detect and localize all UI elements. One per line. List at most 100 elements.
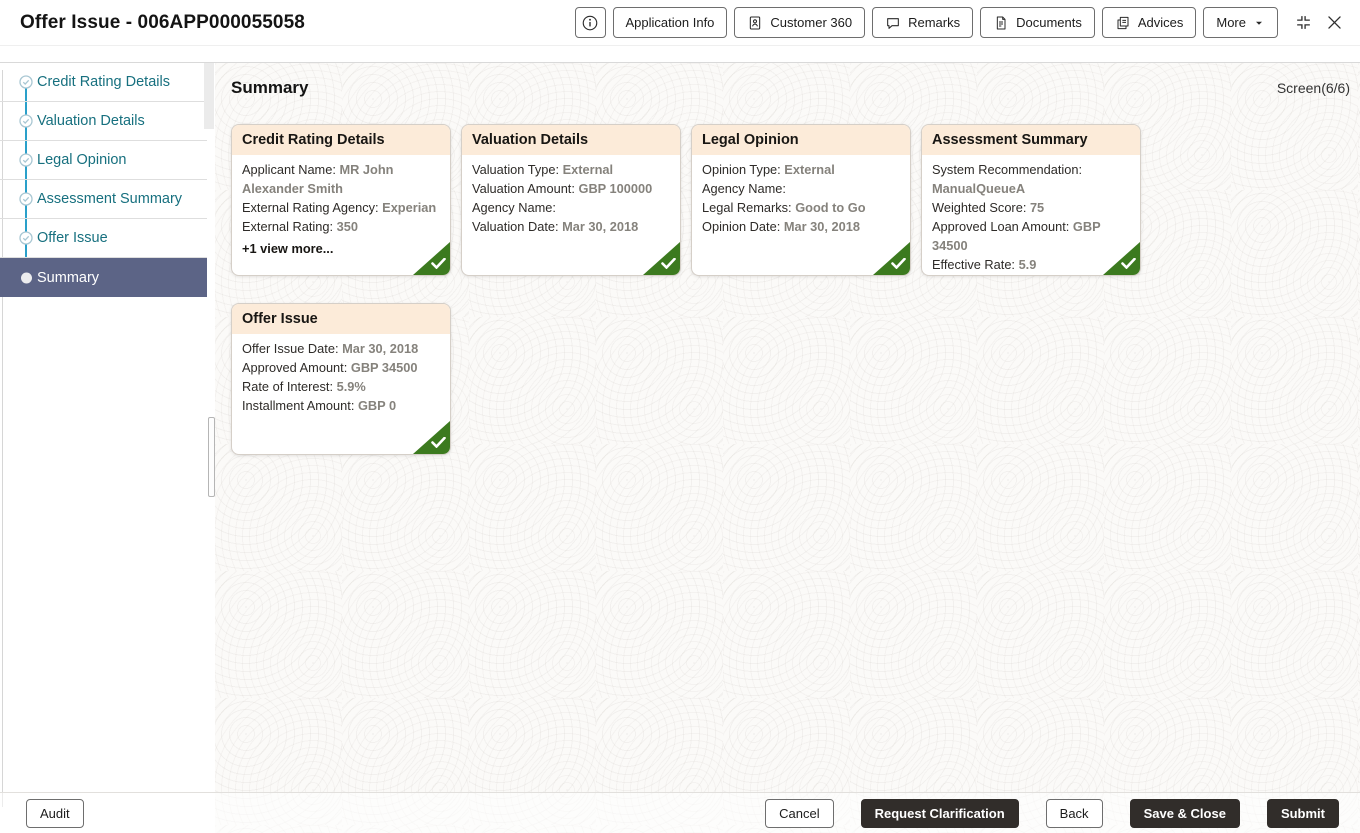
card-title: Offer Issue (232, 304, 450, 334)
card-field: External Rating Agency: Experian (242, 200, 437, 215)
card-field: Effective Rate: 5.9 (932, 257, 1037, 272)
check-circle-icon (19, 231, 33, 245)
footer-actions: Audit Cancel Request Clarification Back … (0, 792, 1360, 833)
application-info-label: Application Info (625, 15, 715, 30)
card-title: Valuation Details (462, 125, 680, 155)
card-legal-opinion: Legal Opinion Opinion Type: External Age… (691, 124, 911, 276)
card-valuation-details: Valuation Details Valuation Type: Extern… (461, 124, 681, 276)
info-button[interactable] (574, 7, 606, 38)
card-title: Credit Rating Details (232, 125, 450, 155)
footer-right-actions: Cancel Request Clarification Back Save &… (765, 798, 1339, 828)
card-field: Opinion Date: Mar 30, 2018 (702, 219, 860, 234)
sidebar-item-legal-opinion[interactable]: Legal Opinion (0, 141, 207, 180)
content-scrollbar-thumb[interactable] (208, 417, 215, 497)
card-credit-rating-details: Credit Rating Details Applicant Name: MR… (231, 124, 451, 276)
card-title: Assessment Summary (922, 125, 1140, 155)
sidebar-edge-line (2, 70, 3, 807)
collapse-icon (1296, 16, 1310, 29)
card-field: Approved Amount: GBP 34500 (242, 360, 418, 375)
documents-button[interactable]: Documents (980, 7, 1095, 38)
remarks-label: Remarks (908, 15, 961, 30)
main-content: Summary Screen(6/6) Credit Rating Detail… (215, 63, 1360, 833)
page-title: Offer Issue - 006APP000055058 (20, 11, 305, 33)
step-sidebar: Credit Rating Details Valuation Details … (0, 63, 207, 807)
sidebar-item-label: Assessment Summary (37, 191, 183, 207)
sidebar-item-assessment-summary[interactable]: Assessment Summary (0, 180, 207, 219)
screen-indicator: Screen(6/6) (1276, 80, 1350, 96)
check-icon (661, 258, 676, 269)
check-icon (1121, 258, 1136, 269)
card-field: Opinion Type: External (702, 162, 835, 177)
card-field: Rate of Interest: 5.9% (242, 379, 366, 394)
back-button[interactable]: Back (1045, 798, 1103, 828)
card-field: Approved Loan Amount: GBP 34500 (932, 219, 1101, 253)
card-body: Opinion Type: External Agency Name: Lega… (692, 155, 910, 241)
card-field: Valuation Date: Mar 30, 2018 (472, 219, 639, 234)
card-field: System Recommendation: ManualQueueA (932, 162, 1083, 196)
card-field: Installment Amount: GBP 0 (242, 398, 397, 413)
document-icon (996, 16, 1006, 29)
card-field: Offer Issue Date: Mar 30, 2018 (242, 341, 419, 356)
card-body: System Recommendation: ManualQueueA Weig… (922, 155, 1140, 275)
info-icon (582, 15, 598, 30)
check-circle-icon (19, 192, 33, 206)
sidebar-item-valuation-details[interactable]: Valuation Details (0, 102, 207, 141)
check-icon (891, 258, 906, 269)
card-field: Valuation Type: External (472, 162, 614, 177)
card-field: Weighted Score: 75 (932, 200, 1045, 215)
person-badge-icon (750, 15, 761, 30)
sidebar-item-label: Offer Issue (37, 230, 108, 246)
check-icon (431, 258, 446, 269)
sidebar-item-offer-issue[interactable]: Offer Issue (0, 219, 207, 258)
save-close-button[interactable]: Save & Close (1129, 798, 1240, 828)
request-clarification-button[interactable]: Request Clarification (860, 798, 1019, 828)
sidebar-item-label: Credit Rating Details (37, 74, 170, 90)
cancel-button[interactable]: Cancel (765, 798, 834, 828)
customer-360-button[interactable]: Customer 360 (734, 7, 866, 38)
card-field: Valuation Amount: GBP 100000 (472, 181, 653, 196)
audit-button[interactable]: Audit (26, 798, 84, 828)
main-header: Summary Screen(6/6) (215, 63, 1360, 98)
card-field: Legal Remarks: Good to Go (702, 200, 866, 215)
card-assessment-summary: Assessment Summary System Recommendation… (921, 124, 1141, 276)
sidebar-item-label: Legal Opinion (37, 152, 127, 168)
document-stack-icon (1117, 16, 1129, 29)
card-body: Valuation Type: External Valuation Amoun… (462, 155, 680, 241)
main-heading: Summary (231, 78, 309, 97)
header: Offer Issue - 006APP000055058 Applicatio… (0, 0, 1360, 46)
card-body: Offer Issue Date: Mar 30, 2018 Approved … (232, 334, 450, 420)
summary-cards: Credit Rating Details Applicant Name: MR… (231, 124, 1151, 455)
application-info-button[interactable]: Application Info (612, 7, 728, 38)
customer-360-label: Customer 360 (770, 15, 853, 30)
remarks-button[interactable]: Remarks (872, 7, 974, 38)
more-label: More (1216, 15, 1246, 30)
sidebar-item-credit-rating-details[interactable]: Credit Rating Details (0, 63, 207, 102)
sidebar-scrollbar-thumb[interactable] (204, 63, 214, 129)
current-step-bullet-icon (21, 272, 32, 283)
header-actions: Application Info Customer 360 Remarks Do… (574, 7, 1346, 38)
card-title: Legal Opinion (692, 125, 910, 155)
sidebar-item-label: Valuation Details (37, 113, 145, 129)
sidebar-item-summary[interactable]: Summary (0, 258, 207, 297)
header-divider (0, 62, 1360, 63)
documents-label: Documents (1016, 15, 1082, 30)
advices-button[interactable]: Advices (1101, 7, 1197, 38)
more-button[interactable]: More (1203, 7, 1278, 38)
sidebar-item-label: Summary (37, 269, 100, 286)
view-more-link[interactable]: +1 view more... (242, 241, 334, 256)
caret-down-icon (1256, 21, 1262, 25)
card-field: Agency Name: (702, 181, 786, 196)
check-circle-icon (19, 153, 33, 167)
check-icon (431, 437, 446, 448)
advices-label: Advices (1137, 15, 1184, 30)
submit-button[interactable]: Submit (1266, 798, 1339, 828)
card-offer-issue: Offer Issue Offer Issue Date: Mar 30, 20… (231, 303, 451, 455)
check-circle-icon (19, 114, 33, 128)
collapse-button[interactable] (1291, 11, 1315, 35)
card-field: Applicant Name: MR John Alexander Smith (242, 162, 394, 196)
close-icon (1327, 16, 1341, 29)
speech-bubble-icon (887, 17, 899, 29)
card-field: External Rating: 350 (242, 219, 358, 234)
check-circle-icon (19, 75, 33, 89)
close-button[interactable] (1322, 11, 1346, 35)
